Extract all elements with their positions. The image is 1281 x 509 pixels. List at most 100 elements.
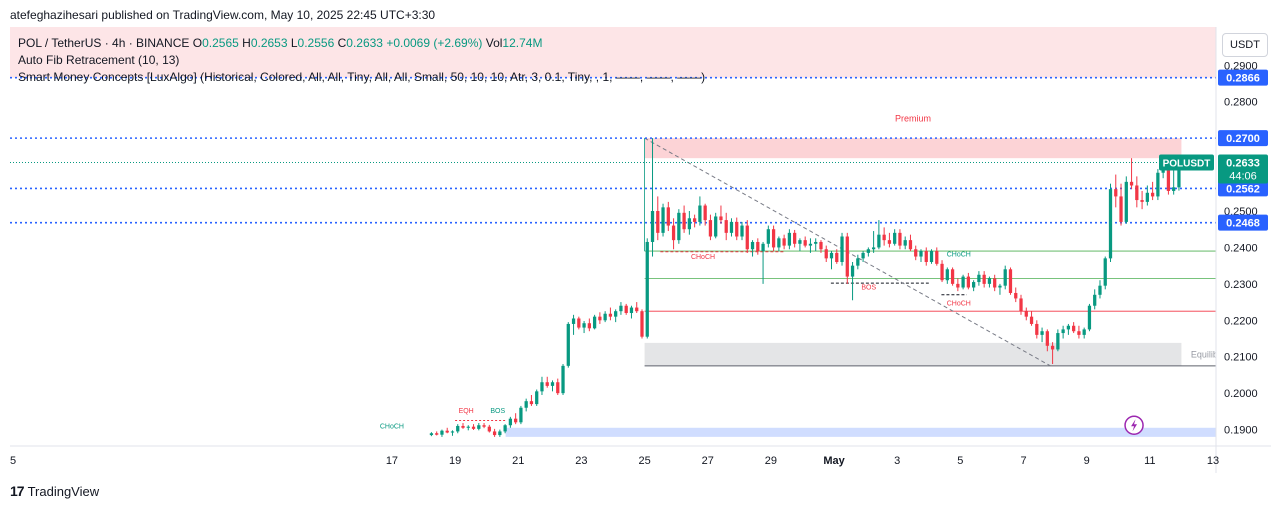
candle-body	[845, 236, 849, 277]
tradingview-wordmark: TradingView	[27, 483, 100, 499]
indicator-fib[interactable]: Auto Fib Retracement (10, 13)	[18, 53, 180, 67]
fib-level-tag-0	[1218, 69, 1268, 86]
x-tick-label: 29	[765, 455, 777, 467]
chart-legend: POL / TetherUS · 4h · BINANCE O0.2565 H0…	[18, 35, 705, 86]
candle-body	[856, 258, 860, 266]
candle-body	[1166, 163, 1171, 191]
candle-body	[471, 426, 476, 429]
smc-label-choch-0: CHoCH	[380, 424, 404, 431]
candle-body	[777, 238, 781, 248]
last-price-value: 0.2633	[1226, 158, 1260, 170]
candle-body	[766, 229, 770, 244]
close-value: 0.2633	[346, 36, 383, 50]
candle-body	[771, 229, 776, 248]
fib-level-tag-2	[1218, 180, 1268, 197]
candle-body	[808, 243, 813, 246]
candle-body	[829, 252, 834, 259]
low-value: 0.2556	[297, 36, 335, 50]
candle-body	[840, 236, 844, 263]
candle-body	[566, 323, 570, 366]
x-tick-label: 5	[957, 455, 963, 467]
candle-body	[1150, 192, 1155, 197]
x-tick-label: 5	[10, 455, 16, 467]
candle-body	[608, 313, 613, 317]
candle-body	[803, 240, 807, 246]
candle-body	[519, 407, 523, 423]
candle-body	[708, 220, 713, 237]
candle-body	[687, 218, 691, 230]
candle-body	[677, 212, 681, 241]
candle-body	[582, 323, 586, 328]
candle-body	[1156, 172, 1160, 197]
candle-body	[724, 220, 728, 233]
candle-body	[850, 265, 855, 277]
smc-label-choch-3: CHoCH	[691, 254, 715, 261]
candle-body	[882, 234, 886, 241]
candle-body	[524, 401, 528, 408]
open-label: O	[192, 36, 203, 50]
candle-body	[1103, 258, 1107, 286]
candle-body	[629, 307, 634, 314]
premium-zone	[644, 138, 1182, 159]
candle-body	[1014, 292, 1018, 299]
candle-body	[729, 221, 734, 233]
candle-body	[556, 382, 560, 394]
x-tick-label: 9	[1084, 455, 1090, 467]
candle-body	[698, 205, 702, 222]
candle-body	[429, 433, 434, 436]
currency-button[interactable]: USDT	[1222, 33, 1268, 57]
price-axis[interactable]	[1216, 27, 1271, 473]
candle-body	[603, 313, 607, 321]
smc-label-eqh-1: EQH	[459, 408, 474, 415]
x-tick-label: 17	[386, 455, 398, 467]
candle-body	[761, 243, 765, 252]
candle-body	[692, 218, 697, 222]
candle-body	[998, 285, 1002, 288]
volume-value: 12.74M	[502, 36, 543, 50]
y-tick-label: 0.1900	[1224, 425, 1258, 437]
smc-label-choch-6: CHoCH	[947, 301, 971, 308]
change-value: +0.0069 (+2.69%)	[386, 36, 483, 50]
candle-body	[1082, 329, 1086, 335]
fib-level-tag-label: 0.2866	[1226, 73, 1260, 85]
candle-body	[740, 225, 744, 237]
fib-level-tag-1	[1218, 130, 1268, 147]
candle-body	[1140, 200, 1144, 202]
candle-body	[714, 216, 718, 237]
price-chart[interactable]: Premium Equilibrium CHoCH EQH BOS CHoCH BOS CHo…	[10, 27, 1271, 473]
x-tick-label: 3	[894, 455, 900, 467]
y-tick-label: 0.2200	[1224, 315, 1258, 327]
candle-body	[887, 240, 892, 244]
candle-body	[656, 210, 660, 233]
candle-body	[793, 232, 797, 244]
candle-body	[919, 251, 923, 257]
candle-body	[592, 316, 597, 329]
open-value: 0.2565	[202, 36, 239, 50]
candle-body	[619, 305, 623, 312]
candle-body	[1098, 285, 1102, 295]
chart-area[interactable]: Premium Equilibrium CHoCH EQH BOS CHoCH BOS CHo…	[10, 27, 1271, 473]
y-tick-label: 0.2000	[1224, 388, 1258, 400]
candle-body	[650, 210, 655, 242]
symbol-line[interactable]: POL / TetherUS · 4h · BINANCE	[18, 36, 190, 50]
candle-body	[587, 323, 591, 329]
candle-body	[492, 431, 497, 436]
candle-body	[1177, 162, 1181, 188]
candle-body	[1003, 269, 1007, 286]
indicator-smc[interactable]: Smart Money Concepts [LuxAlgo] (Historic…	[18, 70, 706, 84]
candle-body	[1135, 185, 1139, 201]
candle-body	[635, 307, 639, 312]
discount-zone	[505, 427, 1216, 437]
candle-body	[1172, 187, 1176, 191]
close-label: C	[337, 36, 347, 50]
candle-body	[614, 311, 618, 317]
symbol-tag	[1159, 154, 1214, 171]
candle-body	[540, 382, 544, 392]
candle-body	[1045, 331, 1049, 346]
candle-body	[914, 249, 918, 257]
candle-body	[956, 283, 960, 288]
candle-body	[824, 249, 828, 259]
candle-body	[456, 425, 460, 432]
tradingview-logo[interactable]: 17 TradingView	[10, 483, 99, 499]
candle-body	[1119, 196, 1123, 222]
